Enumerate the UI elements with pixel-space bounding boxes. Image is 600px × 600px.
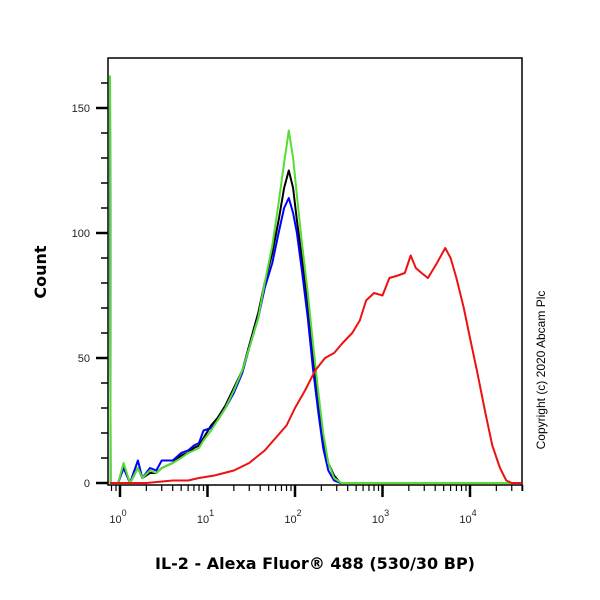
plot-frame — [107, 57, 523, 486]
copyright-annotation: Copyright (c) 2020 Abcam Plc — [534, 291, 548, 450]
y-axis: 0 50 100 150 — [72, 82, 108, 490]
x-tick-label: 101 — [197, 508, 214, 526]
x-axis: 100 101 102 103 104 — [109, 485, 524, 526]
x-tick-label: 104 — [459, 508, 476, 526]
y-tick-label: 50 — [78, 353, 90, 365]
series-green-line — [109, 75, 522, 484]
x-tick-label: 103 — [372, 508, 389, 526]
x-tick-label: 102 — [284, 508, 301, 526]
x-axis-title: IL-2 - Alexa Fluor® 488 (530/30 BP) — [155, 554, 475, 573]
series-red-line — [110, 247, 522, 484]
x-tick-label: 100 — [109, 508, 126, 526]
y-tick-label: 0 — [84, 478, 90, 490]
series-layer — [109, 75, 522, 484]
y-tick-label: 150 — [72, 103, 90, 115]
y-tick-label: 100 — [72, 228, 90, 240]
y-axis-title: Count — [31, 245, 50, 299]
